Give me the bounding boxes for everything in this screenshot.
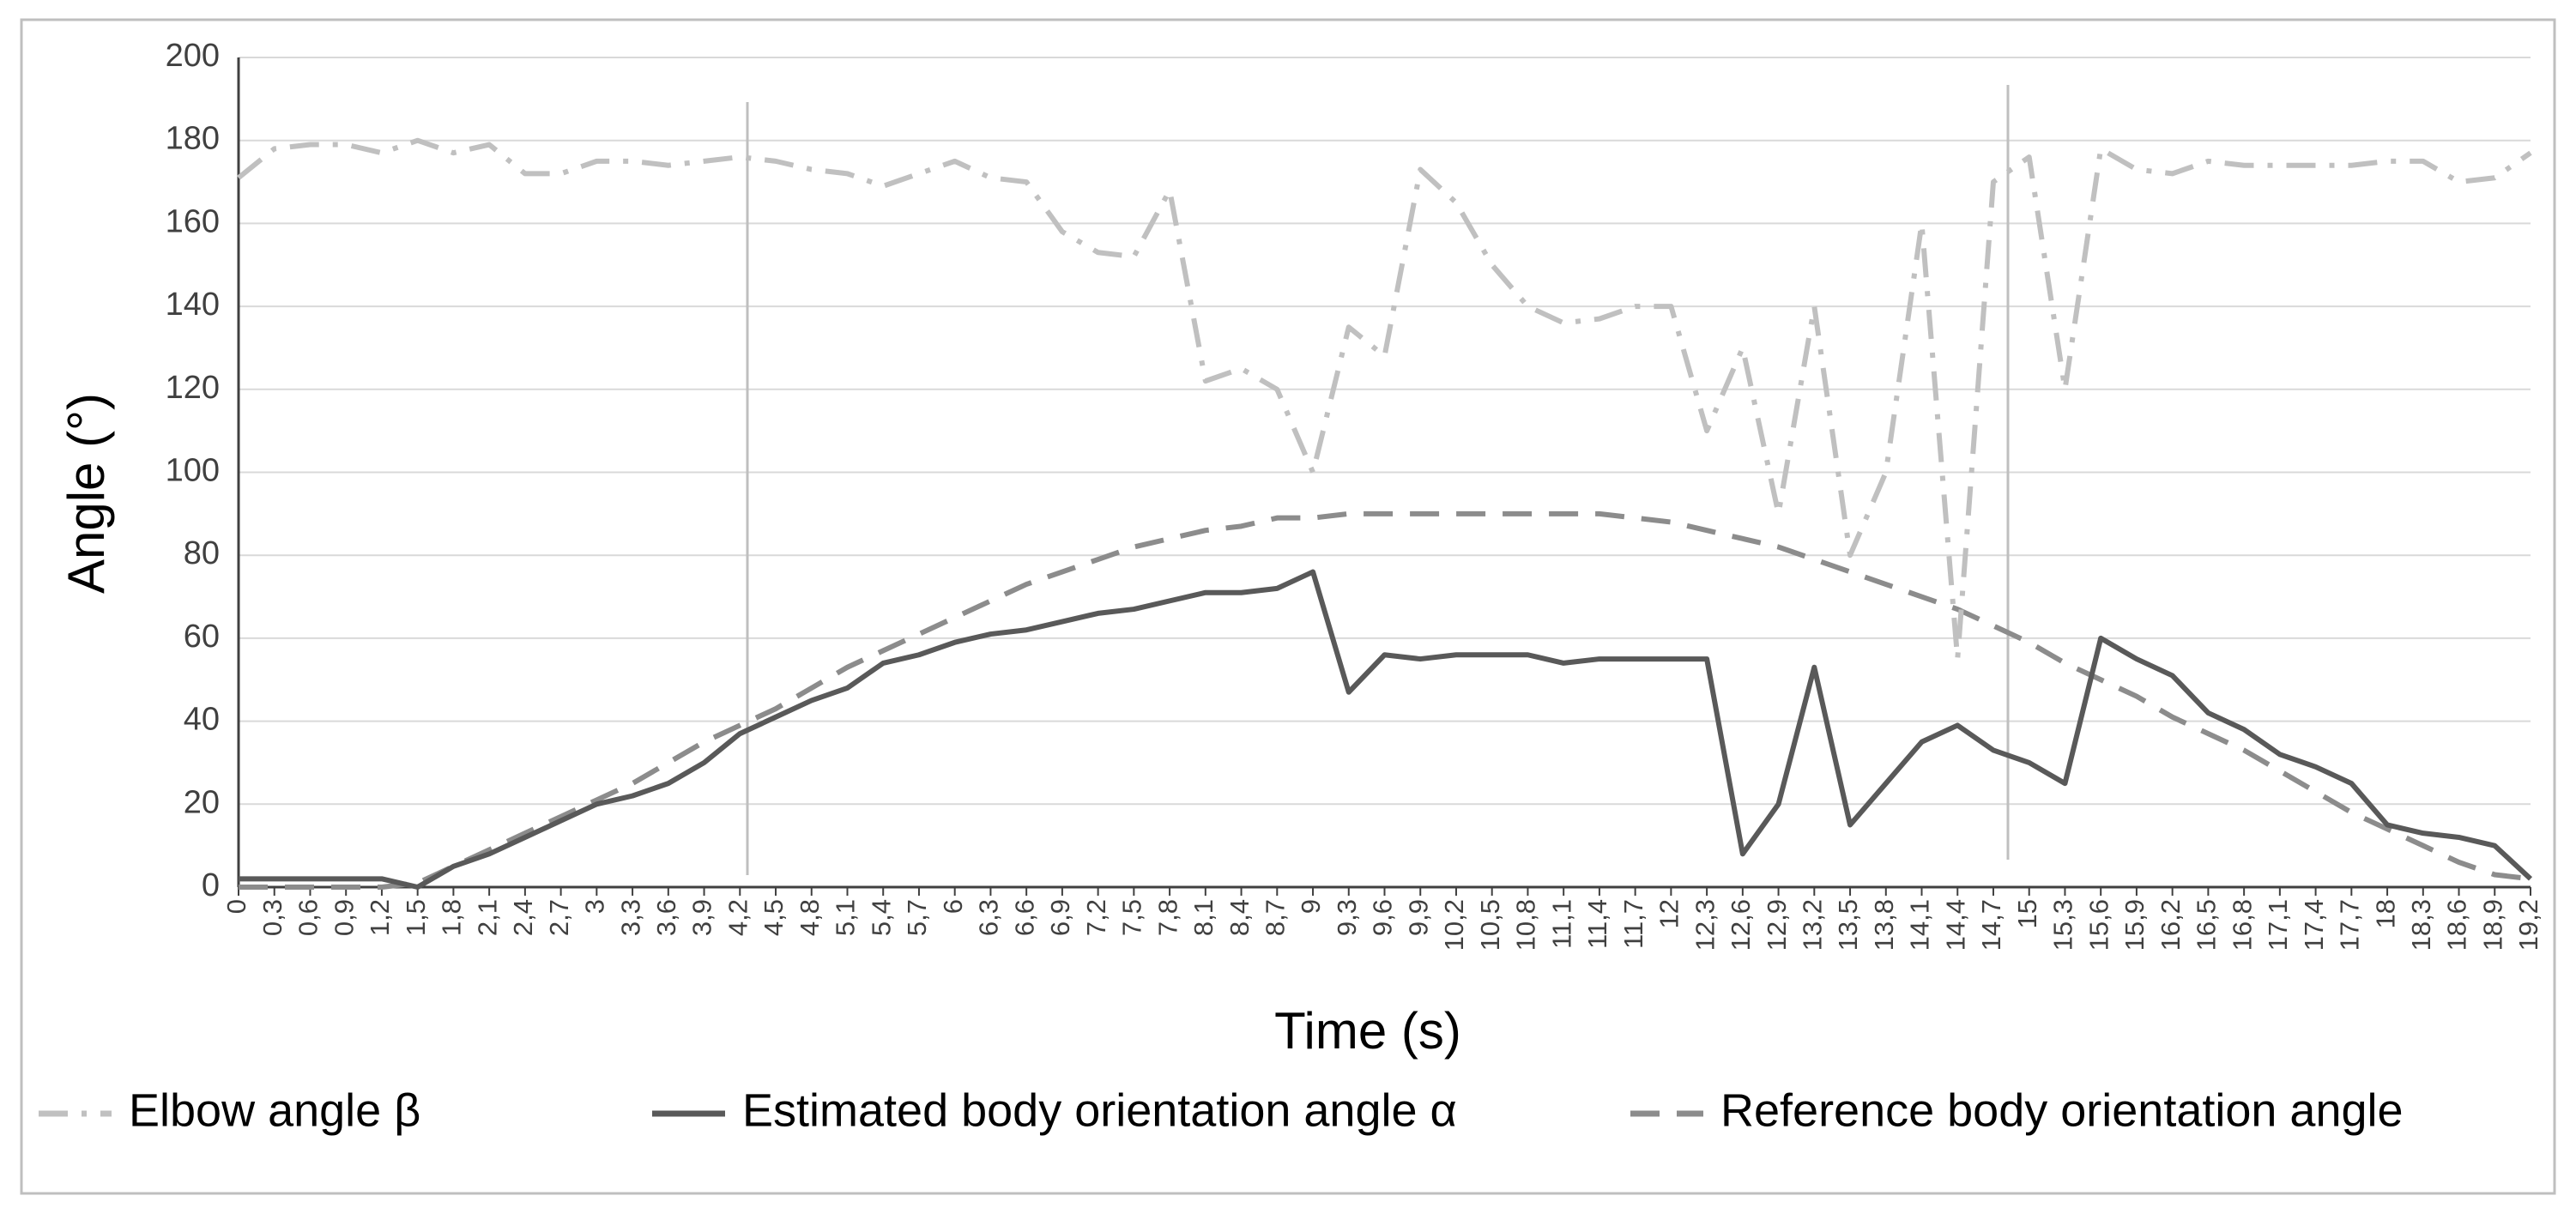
x-tick-label: 2,1 (472, 899, 502, 936)
series-line (237, 137, 2532, 662)
x-tick-label: 5,1 (831, 899, 861, 936)
legend: Elbow angle β Estimated body orientation … (39, 1084, 2404, 1136)
y-tick-label: 0 (202, 867, 220, 903)
x-tick-label: 5,7 (902, 899, 932, 936)
x-axis-title: Time (s) (1274, 1002, 1461, 1060)
x-tick-label: 1,2 (365, 899, 395, 936)
y-tick-label: 200 (166, 38, 220, 74)
y-tick-label: 120 (166, 370, 220, 406)
x-tick-label: 10,5 (1475, 899, 1505, 951)
x-tick-label: 14,4 (1940, 899, 1970, 951)
x-tick-label: 0,9 (329, 899, 359, 936)
x-tick-label: 6,6 (1009, 899, 1039, 936)
x-tick-label: 8,1 (1188, 899, 1218, 936)
x-tick-label: 7,2 (1081, 899, 1111, 936)
y-tick-label: 140 (166, 287, 220, 323)
x-tick-label: 17,1 (2263, 899, 2293, 951)
x-tick-label: 1,5 (401, 899, 431, 936)
plot (237, 137, 2533, 890)
y-tick-label: 100 (166, 453, 220, 489)
y-tick-label: 20 (184, 784, 220, 820)
x-tick-label: 13,5 (1833, 899, 1863, 951)
x-tick-label: 3,6 (651, 899, 681, 936)
x-tick-label: 0,3 (257, 899, 287, 936)
y-tick-label: 160 (166, 203, 220, 239)
x-tick-label: 12,6 (1726, 899, 1756, 951)
x-tick-label: 17,4 (2299, 899, 2329, 951)
x-tick-label: 14,7 (1976, 899, 2006, 951)
x-tick-label: 6,3 (974, 899, 1004, 936)
x-tick-label: 15,3 (2048, 899, 2078, 951)
x-tick-label: 16,2 (2156, 899, 2186, 951)
series-line (239, 510, 2531, 890)
x-tick-label: 12,9 (1762, 899, 1792, 951)
x-tick-label: 18,9 (2477, 899, 2507, 951)
x-tick-label: 1,8 (437, 899, 467, 936)
x-tick-label: 10,8 (1511, 899, 1541, 951)
x-tick-label: 0 (221, 899, 251, 914)
x-tick-label: 8,7 (1260, 899, 1290, 936)
x-tick-label: 5,4 (866, 899, 896, 936)
x-tick-label: 14,1 (1905, 899, 1935, 951)
x-tick-label: 11,4 (1582, 899, 1612, 949)
x-tick-label: 4,2 (723, 899, 753, 936)
x-tick-label: 3,9 (687, 899, 717, 936)
x-tick-label: 2,4 (508, 899, 538, 936)
x-tick-label: 7,8 (1152, 899, 1182, 936)
x-tick-label: 8,4 (1225, 899, 1255, 936)
y-tick-label: 60 (184, 619, 220, 655)
x-tick-label: 3,3 (615, 899, 645, 936)
x-tick-label: 7,5 (1117, 899, 1147, 936)
x-tick-label: 11,7 (1618, 899, 1648, 949)
legend-label: Elbow angle β (129, 1084, 420, 1136)
x-tick-label: 9,6 (1368, 899, 1398, 936)
x-tick-label: 18,6 (2442, 899, 2472, 951)
legend-label: Reference body orientation angle (1720, 1084, 2404, 1136)
x-tick-label: 18 (2370, 899, 2400, 928)
legend-label: Estimated body orientation angle α (742, 1084, 1457, 1136)
y-tick-label: 180 (166, 121, 220, 157)
x-tick-label: 15,9 (2119, 899, 2150, 951)
x-tick-label: 2,7 (544, 899, 574, 936)
x-tick-label: 19,2 (2513, 899, 2543, 951)
x-tick-label: 11,1 (1546, 899, 1576, 949)
x-tick-label: 16,5 (2192, 899, 2222, 951)
y-axis-title: Angle (°) (57, 393, 115, 594)
x-tick-label: 12,3 (1690, 899, 1720, 951)
x-tick-label: 12 (1654, 899, 1684, 928)
x-tick-label: 4,5 (759, 899, 789, 936)
grid: 0 20 40 60 80 100 120 140 160 180 200 0 0,3 0,6 0,9 1,2… (166, 38, 2544, 951)
x-tick-label: 13,2 (1798, 899, 1828, 951)
x-tick-label: 13,8 (1869, 899, 1899, 951)
x-tick-label: 3 (580, 899, 610, 914)
x-tick-label: 9,9 (1403, 899, 1433, 936)
x-tick-label: 9 (1296, 899, 1326, 914)
x-tick-label: 15,6 (2083, 899, 2113, 951)
x-tick-label: 10,2 (1439, 899, 1469, 951)
x-tick-label: 0,6 (293, 899, 324, 936)
y-tick-label: 40 (184, 702, 220, 738)
x-tick-label: 17,7 (2335, 899, 2365, 951)
series-line (239, 569, 2533, 890)
x-tick-label: 4,8 (795, 899, 825, 936)
x-tick-label: 9,3 (1332, 899, 1362, 936)
frame (20, 18, 2556, 1195)
x-tick-label: 6,9 (1045, 899, 1075, 936)
x-tick-label: 6 (938, 899, 968, 914)
x-tick-label: 18,3 (2406, 899, 2436, 951)
x-tick-label: 16,8 (2227, 899, 2257, 951)
y-tick-label: 80 (184, 535, 220, 571)
x-tick-label: 15 (2012, 899, 2042, 928)
